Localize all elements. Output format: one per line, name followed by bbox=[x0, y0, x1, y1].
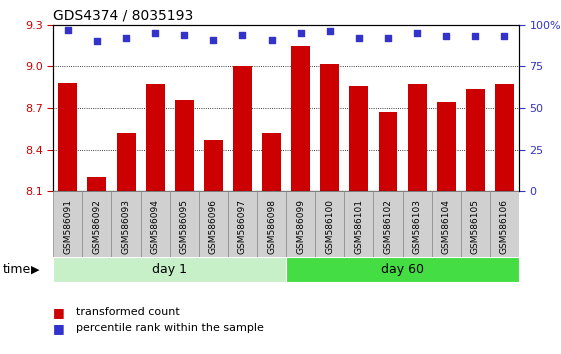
Text: transformed count: transformed count bbox=[76, 307, 180, 317]
Bar bbox=[461, 191, 490, 257]
Bar bbox=[175, 100, 194, 191]
Bar bbox=[53, 191, 82, 257]
Bar bbox=[344, 191, 374, 257]
Bar bbox=[169, 191, 199, 257]
Point bbox=[122, 35, 131, 41]
Text: GSM586105: GSM586105 bbox=[471, 199, 480, 254]
Bar bbox=[286, 191, 315, 257]
Text: ■: ■ bbox=[53, 322, 65, 335]
Text: GSM586100: GSM586100 bbox=[325, 199, 334, 254]
Text: GSM586106: GSM586106 bbox=[500, 199, 509, 254]
Text: GSM586095: GSM586095 bbox=[180, 199, 188, 254]
Bar bbox=[291, 46, 310, 191]
Bar bbox=[228, 191, 257, 257]
Point bbox=[412, 30, 421, 36]
Text: GSM586102: GSM586102 bbox=[384, 199, 393, 254]
Text: GSM586092: GSM586092 bbox=[93, 199, 102, 254]
Bar bbox=[431, 191, 461, 257]
Bar bbox=[490, 191, 519, 257]
Point bbox=[500, 34, 509, 39]
Text: day 60: day 60 bbox=[381, 263, 424, 276]
Text: GSM586101: GSM586101 bbox=[355, 199, 364, 254]
Text: ▶: ▶ bbox=[31, 264, 39, 274]
Text: day 1: day 1 bbox=[152, 263, 187, 276]
Bar bbox=[204, 140, 223, 191]
Bar bbox=[374, 191, 403, 257]
Bar bbox=[436, 102, 456, 191]
Point bbox=[442, 34, 450, 39]
Bar bbox=[350, 86, 369, 191]
Point bbox=[384, 35, 393, 41]
Text: ■: ■ bbox=[53, 306, 65, 319]
Point bbox=[238, 32, 247, 38]
Point bbox=[93, 39, 102, 44]
Bar bbox=[112, 191, 141, 257]
Bar bbox=[53, 257, 286, 282]
Bar bbox=[286, 257, 519, 282]
Point bbox=[267, 37, 276, 42]
Bar bbox=[58, 83, 77, 191]
Bar bbox=[141, 191, 169, 257]
Text: GSM586103: GSM586103 bbox=[412, 199, 421, 254]
Point bbox=[209, 37, 218, 42]
Bar bbox=[379, 112, 397, 191]
Text: GSM586104: GSM586104 bbox=[442, 199, 450, 254]
Point bbox=[296, 30, 305, 36]
Bar bbox=[146, 84, 164, 191]
Text: percentile rank within the sample: percentile rank within the sample bbox=[76, 323, 264, 333]
Point bbox=[355, 35, 364, 41]
Point bbox=[180, 32, 188, 38]
Bar bbox=[82, 191, 112, 257]
Text: GSM586097: GSM586097 bbox=[238, 199, 247, 254]
Text: GSM586091: GSM586091 bbox=[63, 199, 72, 254]
Bar bbox=[233, 67, 252, 191]
Point bbox=[63, 27, 72, 33]
Bar bbox=[199, 191, 228, 257]
Point bbox=[325, 29, 334, 34]
Bar bbox=[403, 191, 431, 257]
Bar bbox=[257, 191, 286, 257]
Text: GSM586096: GSM586096 bbox=[209, 199, 218, 254]
Bar bbox=[495, 84, 514, 191]
Text: GSM586093: GSM586093 bbox=[122, 199, 131, 254]
Bar bbox=[262, 133, 281, 191]
Text: GSM586099: GSM586099 bbox=[296, 199, 305, 254]
Bar bbox=[466, 88, 485, 191]
Point bbox=[151, 30, 160, 36]
Bar bbox=[408, 84, 426, 191]
Text: GSM586098: GSM586098 bbox=[267, 199, 276, 254]
Bar bbox=[320, 64, 339, 191]
Text: GSM586094: GSM586094 bbox=[151, 199, 160, 254]
Text: GDS4374 / 8035193: GDS4374 / 8035193 bbox=[53, 8, 194, 22]
Bar bbox=[88, 177, 107, 191]
Point bbox=[471, 34, 480, 39]
Text: time: time bbox=[3, 263, 31, 276]
Bar bbox=[117, 133, 136, 191]
Bar bbox=[315, 191, 344, 257]
